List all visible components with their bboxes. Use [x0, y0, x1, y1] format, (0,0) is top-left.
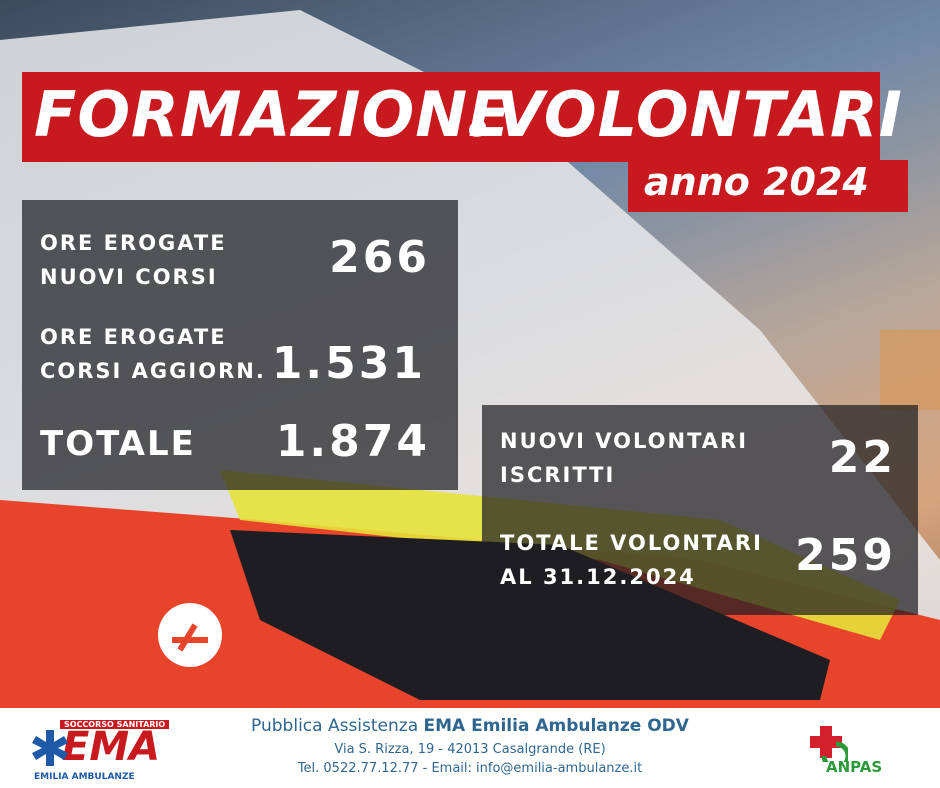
anpas-cross	[810, 726, 848, 762]
label-line: NUOVI VOLONTARI	[500, 429, 749, 453]
year-banner	[628, 160, 908, 212]
stat-value: 22	[828, 432, 896, 483]
year: anno 2024	[644, 160, 869, 204]
label-line: ORE EROGATE	[40, 325, 227, 349]
label-line: CORSI AGGIORN.	[40, 359, 266, 383]
logo-tagline: SOCCORSO SANITARIO	[60, 720, 170, 729]
stat-label: TOTALE VOLONTARI AL 31.12.2024	[500, 526, 763, 594]
org-name: EMA Emilia Ambulanze ODV	[423, 716, 689, 736]
title-right: VOLONTARI	[496, 78, 903, 151]
label-line: TOTALE	[40, 424, 196, 464]
title-left: FORMAZIONE	[34, 78, 512, 151]
label-line: ORE EROGATE	[40, 231, 227, 255]
volunteers-panel	[482, 405, 918, 615]
total-value: 1.874	[275, 416, 430, 467]
stat-value: 266	[329, 232, 430, 283]
footer: SOCCORSO SANITARIO EMA EMILIA AMBULANZE …	[0, 708, 940, 788]
stat-label: ORE EROGATE CORSI AGGIORN.	[40, 320, 266, 388]
org-line: Pubblica Assistenza EMA Emilia Ambulanze…	[210, 716, 730, 736]
stat-value: 259	[795, 530, 896, 581]
contacts: Tel. 0522.77.12.77 - Email: info@emilia-…	[297, 761, 643, 776]
anpas-logo-text: ANPAS	[826, 758, 883, 776]
address: Via S. Rizza, 19 - 42013 Casalgrande (RE…	[334, 742, 606, 757]
total-label: TOTALE	[40, 424, 196, 464]
training-panel	[22, 200, 458, 490]
ema-logo: SOCCORSO SANITARIO EMA EMILIA AMBULANZE	[32, 720, 172, 782]
logo-mark: EMA	[62, 724, 161, 770]
label-line: ISCRITTI	[500, 463, 616, 487]
stat-value: 1.531	[271, 338, 426, 389]
label-line: AL 31.12.2024	[500, 565, 696, 589]
title-conjunction: e	[468, 110, 487, 143]
org-prefix: Pubblica Assistenza	[251, 716, 419, 736]
logo-name: EMILIA AMBULANZE	[34, 772, 135, 782]
label-line: TOTALE VOLONTARI	[500, 531, 763, 555]
stat-label: ORE EROGATE NUOVI CORSI	[40, 226, 227, 294]
star-of-life	[32, 730, 68, 766]
stat-label: NUOVI VOLONTARI ISCRITTI	[500, 424, 748, 492]
title-banner	[22, 72, 880, 162]
label-line: NUOVI CORSI	[40, 265, 218, 289]
